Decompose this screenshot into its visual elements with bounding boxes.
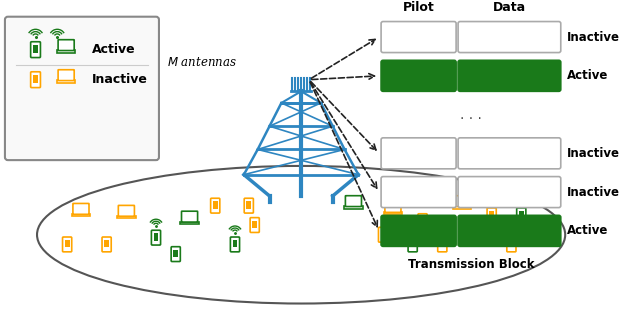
FancyBboxPatch shape <box>477 227 487 242</box>
Bar <box>509 240 514 247</box>
Bar <box>33 45 38 53</box>
FancyBboxPatch shape <box>381 138 456 169</box>
FancyBboxPatch shape <box>381 215 456 246</box>
FancyBboxPatch shape <box>458 21 561 52</box>
FancyBboxPatch shape <box>118 205 135 216</box>
Bar <box>480 230 484 237</box>
FancyBboxPatch shape <box>458 215 561 246</box>
Ellipse shape <box>37 166 565 304</box>
FancyBboxPatch shape <box>250 218 259 232</box>
FancyBboxPatch shape <box>73 204 89 214</box>
Text: Inactive: Inactive <box>567 186 620 199</box>
FancyBboxPatch shape <box>379 227 387 242</box>
FancyBboxPatch shape <box>381 177 456 208</box>
FancyBboxPatch shape <box>30 42 40 58</box>
Bar <box>213 201 217 209</box>
Bar <box>440 240 445 247</box>
Bar <box>71 214 90 216</box>
FancyBboxPatch shape <box>58 70 74 81</box>
Bar <box>410 240 415 247</box>
Bar <box>420 217 425 224</box>
Text: Transmission Block: Transmission Block <box>408 258 534 271</box>
FancyBboxPatch shape <box>58 40 74 51</box>
Bar <box>380 230 386 237</box>
FancyBboxPatch shape <box>408 237 417 252</box>
Text: Inactive: Inactive <box>92 73 148 86</box>
Bar <box>519 211 524 218</box>
Text: Active: Active <box>567 69 608 82</box>
Bar <box>64 240 70 247</box>
Bar <box>154 233 159 241</box>
FancyBboxPatch shape <box>507 237 516 252</box>
Bar <box>233 240 238 247</box>
Text: Active: Active <box>92 43 135 56</box>
Text: Pilot: Pilot <box>403 1 434 14</box>
Bar <box>173 250 178 257</box>
Bar <box>252 221 257 228</box>
FancyBboxPatch shape <box>458 138 561 169</box>
FancyBboxPatch shape <box>458 177 561 208</box>
FancyBboxPatch shape <box>5 17 159 160</box>
FancyBboxPatch shape <box>244 198 253 213</box>
FancyBboxPatch shape <box>210 198 220 213</box>
Bar <box>57 80 75 83</box>
Bar <box>489 211 494 218</box>
FancyBboxPatch shape <box>418 214 427 228</box>
FancyBboxPatch shape <box>438 237 447 252</box>
Bar <box>453 206 471 209</box>
Bar <box>180 221 199 224</box>
Bar <box>57 50 75 52</box>
FancyBboxPatch shape <box>381 60 456 91</box>
FancyBboxPatch shape <box>454 196 470 206</box>
FancyBboxPatch shape <box>487 208 496 223</box>
Bar <box>384 212 402 214</box>
Bar <box>33 75 38 83</box>
FancyBboxPatch shape <box>63 237 71 252</box>
FancyBboxPatch shape <box>102 237 111 252</box>
Text: Data: Data <box>493 1 526 14</box>
FancyBboxPatch shape <box>346 196 362 206</box>
Bar <box>246 201 251 209</box>
FancyBboxPatch shape <box>381 21 456 52</box>
Text: Inactive: Inactive <box>567 147 620 160</box>
Text: . . .: . . . <box>460 108 482 122</box>
Text: Inactive: Inactive <box>567 30 620 44</box>
FancyBboxPatch shape <box>458 60 561 91</box>
Bar <box>104 240 109 247</box>
FancyBboxPatch shape <box>181 211 198 222</box>
FancyBboxPatch shape <box>171 247 180 261</box>
FancyBboxPatch shape <box>30 72 40 88</box>
Text: $M$ antennas: $M$ antennas <box>167 56 237 69</box>
FancyBboxPatch shape <box>517 208 526 223</box>
FancyBboxPatch shape <box>152 230 161 245</box>
Bar <box>344 206 363 209</box>
Bar <box>117 216 136 218</box>
FancyBboxPatch shape <box>385 202 401 212</box>
Text: Active: Active <box>567 224 608 237</box>
FancyBboxPatch shape <box>231 237 240 252</box>
